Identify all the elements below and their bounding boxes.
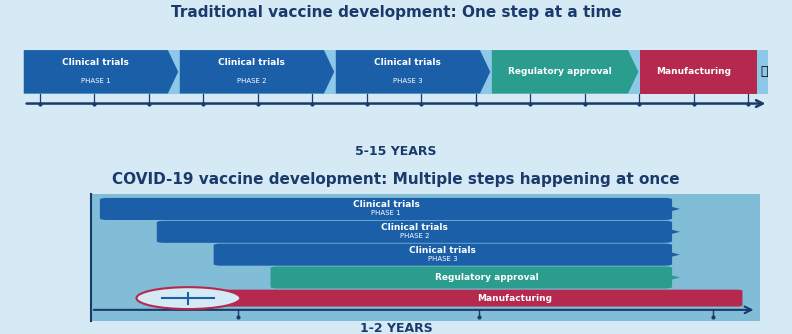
Text: Clinical trials: Clinical trials [219, 58, 285, 67]
Polygon shape [24, 50, 178, 94]
Polygon shape [640, 50, 757, 94]
FancyBboxPatch shape [24, 50, 768, 94]
Polygon shape [180, 50, 334, 94]
Text: Clinical trials: Clinical trials [409, 246, 476, 255]
Circle shape [136, 287, 240, 309]
Text: Regulatory approval: Regulatory approval [436, 273, 539, 282]
Text: COVID-19 vaccine development: Multiple steps happening at once: COVID-19 vaccine development: Multiple s… [112, 172, 680, 187]
FancyBboxPatch shape [157, 221, 672, 243]
Text: 1-2 YEARS: 1-2 YEARS [360, 322, 432, 334]
Text: PHASE 3: PHASE 3 [428, 256, 458, 262]
Polygon shape [645, 223, 680, 241]
FancyBboxPatch shape [100, 198, 672, 220]
FancyBboxPatch shape [271, 267, 672, 289]
Polygon shape [645, 269, 680, 287]
FancyBboxPatch shape [214, 243, 672, 266]
Polygon shape [336, 50, 490, 94]
Text: PHASE 3: PHASE 3 [393, 78, 423, 84]
Text: Manufacturing: Manufacturing [656, 67, 731, 76]
Polygon shape [645, 200, 680, 218]
Text: Manufacturing: Manufacturing [478, 294, 552, 303]
Text: Clinical trials: Clinical trials [63, 58, 129, 67]
Polygon shape [492, 50, 638, 94]
Text: PHASE 1: PHASE 1 [371, 210, 401, 216]
Text: 5-15 YEARS: 5-15 YEARS [356, 146, 436, 158]
Text: PHASE 1: PHASE 1 [81, 78, 111, 84]
Text: Clinical trials: Clinical trials [375, 58, 441, 67]
FancyBboxPatch shape [203, 290, 742, 307]
Text: Regulatory approval: Regulatory approval [508, 67, 611, 76]
Text: Traditional vaccine development: One step at a time: Traditional vaccine development: One ste… [170, 5, 622, 20]
Text: PHASE 2: PHASE 2 [237, 78, 267, 84]
Text: 🧴: 🧴 [760, 65, 768, 78]
FancyBboxPatch shape [91, 194, 760, 321]
Polygon shape [645, 245, 680, 264]
Text: PHASE 2: PHASE 2 [400, 233, 429, 239]
Text: Clinical trials: Clinical trials [352, 200, 420, 209]
Text: Clinical trials: Clinical trials [381, 223, 447, 232]
